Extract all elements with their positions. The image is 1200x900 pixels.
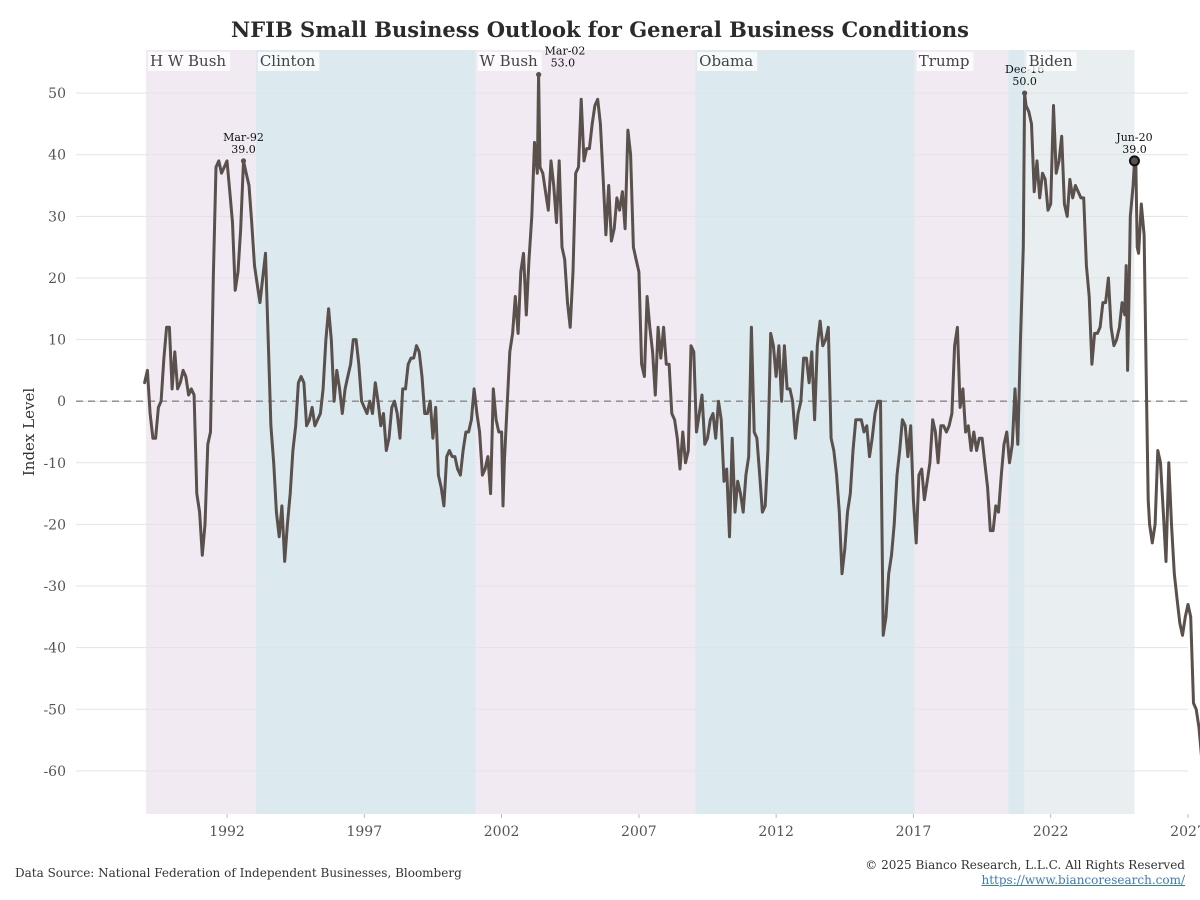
era-label: W Bush: [479, 52, 538, 70]
era-band-0: [146, 50, 256, 814]
annotation-marker: [1128, 155, 1140, 167]
annotation-marker: [1022, 90, 1028, 96]
y-tick-label: 0: [57, 394, 66, 410]
series-line-0: [143, 73, 1200, 757]
era-band-1: [255, 50, 476, 814]
y-tick-label: 10: [48, 333, 66, 349]
y-tick-label: 40: [48, 148, 66, 164]
x-tick-label: 1997: [346, 824, 382, 840]
annotation-value: 50.0: [1012, 75, 1037, 88]
era-bands: [146, 50, 1135, 814]
x-tick-label: 1992: [209, 824, 245, 840]
era-label: H W Bush: [150, 52, 226, 70]
x-tick-labels: 1992 1997 2002 2007 2012 2017 2022 2027: [209, 814, 1200, 840]
era-label: Obama: [699, 52, 753, 70]
era-label-bg-6: [1026, 52, 1077, 71]
website-link[interactable]: https://www.biancoresearch.com/: [981, 873, 1185, 887]
y-tick-label: -60: [43, 764, 66, 780]
x-tick-label: 2017: [896, 824, 932, 840]
y-tick-label: 20: [48, 271, 66, 287]
chart-title: NFIB Small Business Outlook for General …: [231, 17, 969, 42]
annotation-marker: [240, 158, 247, 164]
era-label-bg-1: [257, 52, 320, 71]
y-tick-label: -50: [43, 702, 66, 718]
annotation-marker: [536, 72, 542, 78]
annotation-value: 39.0: [231, 143, 256, 156]
annotation-date: Mar-92: [223, 131, 264, 144]
x-tick-label: 2007: [621, 824, 657, 840]
x-tick-label: 2012: [758, 824, 794, 840]
y-tick-label: -40: [43, 641, 66, 657]
era-label: Clinton: [260, 52, 316, 70]
y-tick-label: 50: [48, 86, 66, 102]
era-band-3: [695, 50, 915, 814]
y-tick-label: 30: [48, 209, 66, 225]
annotation-value: 53.0: [551, 57, 576, 70]
x-tick-label: 2022: [1033, 824, 1069, 840]
y-tick-label: -10: [43, 456, 66, 472]
y-tick-label: -30: [43, 579, 66, 595]
series-lines: [143, 73, 1200, 757]
x-tick-label: 2002: [484, 824, 520, 840]
era-label: Trump: [919, 52, 970, 70]
y-axis-label: Index Level: [20, 388, 38, 476]
y-tick-labels: 50 40 30 20 10 0 -10 -20 -30 -40 -50 -60: [43, 86, 66, 780]
annotation-date: Mar-02: [545, 45, 586, 58]
era-label-bg-0: [148, 52, 231, 71]
era-band-4: [914, 50, 1009, 814]
era-label: Biden: [1029, 52, 1073, 70]
y-tick-label: -20: [43, 517, 66, 533]
era-labels: H W Bush Clinton W Bush Obama Trump Biden: [148, 52, 1077, 71]
era-label-bg-2: [477, 52, 542, 71]
era-band-6: [1024, 50, 1135, 814]
copyright-note: © 2025 Bianco Research, L.L.C. All Right…: [865, 858, 1185, 872]
data-source-note: Data Source: National Federation of Inde…: [15, 866, 462, 880]
annotation-date: Jun-20: [1115, 131, 1152, 144]
era-label-bg-4: [916, 52, 974, 71]
x-tick-label: 2027: [1170, 824, 1200, 840]
era-label-bg-3: [697, 52, 758, 71]
annotation-value: 39.0: [1122, 143, 1147, 156]
era-band-2: [475, 50, 696, 814]
